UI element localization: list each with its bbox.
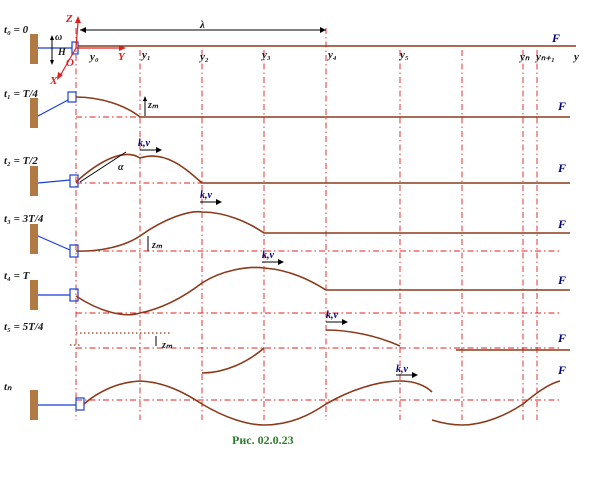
wave-label-n: k,v <box>396 364 409 375</box>
row-0: Z X Y O ω H λ F y₀ y₁ y₂ y₃ y₄ y₅ yₙ yₙ₊… <box>38 13 579 87</box>
y1-label: y₁ <box>140 49 151 61</box>
time-label-5: t₅ = 5T/4 <box>4 321 44 333</box>
time-label-3: t₃ = 3T/4 <box>4 213 44 225</box>
force-label-2: F <box>557 161 566 175</box>
origin-label: O <box>66 57 74 69</box>
wave-label-5: k,v <box>326 310 339 321</box>
time-label-2: t₂ = T/2 <box>4 155 38 167</box>
wave-label-4: k,v <box>262 250 275 261</box>
row-3: zₘ k,v F <box>37 190 570 258</box>
yn1-label: yₙ₊₁ <box>534 51 555 63</box>
y0-label: y₀ <box>88 51 99 63</box>
axis-x-label: X <box>49 75 58 87</box>
y5-label: y₅ <box>398 49 409 61</box>
h-label: H <box>57 47 67 58</box>
wavelength-label: λ <box>199 19 205 31</box>
wall-row-1 <box>30 98 38 128</box>
time-label-n: tₙ <box>4 381 12 393</box>
force-label-1: F <box>557 99 566 113</box>
amplitude-label-1: zₘ <box>147 100 159 111</box>
wave-label-2: k,v <box>138 138 151 149</box>
row-4: k,v F <box>38 250 570 316</box>
vertical-grid-lines <box>75 28 538 420</box>
wall-row-3 <box>30 224 38 254</box>
axis-z-label: Z <box>65 13 73 25</box>
force-label-5: F <box>557 331 566 345</box>
row-2: α k,v F <box>37 138 570 188</box>
time-label-0: t₀ = 0 <box>4 24 29 36</box>
omega-label: ω <box>55 32 62 43</box>
wave-label-3: k,v <box>200 190 213 201</box>
force-label-3: F <box>557 217 566 231</box>
row-5: zₘ k,v F <box>70 310 570 374</box>
axis-y-label: Y <box>118 51 126 63</box>
force-label-n: F <box>557 363 566 377</box>
horizontal-reference-lines <box>76 116 560 401</box>
wall-row-n <box>30 390 38 420</box>
y3-label: y₃ <box>260 49 271 61</box>
y4-label: y₄ <box>326 49 337 61</box>
wall-row-0 <box>30 34 38 64</box>
force-label-4: F <box>557 273 566 287</box>
figure-caption: Рис. 02.0.23 <box>232 433 294 447</box>
walls <box>30 34 38 420</box>
time-label-4: t₄ = T <box>4 270 31 282</box>
wall-row-2 <box>30 166 38 196</box>
y2-label: y₂ <box>198 51 209 63</box>
wall-row-4 <box>30 280 38 310</box>
amplitude-label-5: zₘ <box>161 340 173 351</box>
yn-label: yₙ <box>518 51 530 63</box>
row-1: zₘ F <box>37 91 570 118</box>
y-axis-end-label: y <box>572 51 579 63</box>
time-label-1: t₁ = T/4 <box>4 88 38 100</box>
angle-label: α <box>118 162 124 173</box>
force-label-0: F <box>551 31 560 45</box>
amplitude-label-3: zₘ <box>151 240 163 251</box>
row-n: k,v F <box>38 363 566 426</box>
